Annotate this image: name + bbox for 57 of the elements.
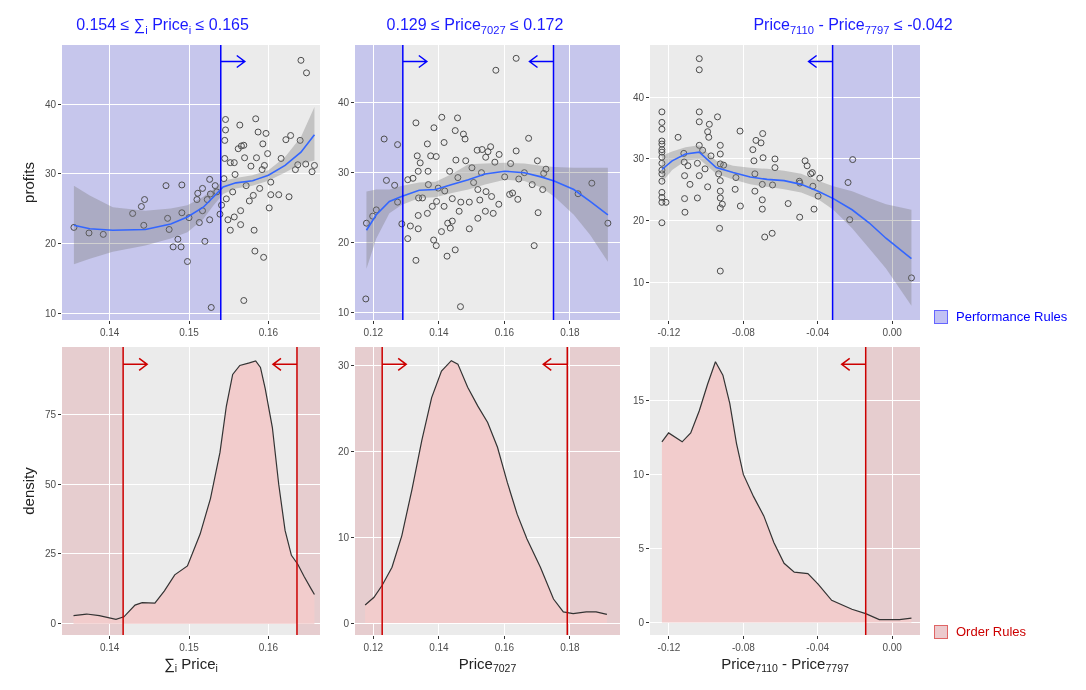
x-axis-title: Price$_{7027}$ bbox=[458, 655, 517, 675]
x-tick-label: -0.04 bbox=[806, 327, 830, 338]
y-tick-label: 20 bbox=[632, 215, 645, 227]
x-tick-label: 0.14 bbox=[429, 327, 450, 338]
y-tick-label: 20 bbox=[44, 237, 57, 249]
x-tick-label: -0.12 bbox=[657, 642, 681, 653]
x-tick-label: 0.15 bbox=[179, 327, 200, 338]
y-tick-label: 20 bbox=[337, 446, 350, 458]
x-tick-label: 0.12 bbox=[363, 642, 384, 653]
y-tick-label: 0 bbox=[638, 617, 645, 629]
y-tick-label: 40 bbox=[337, 97, 350, 109]
x-tick-label: 0.16 bbox=[494, 327, 515, 338]
x-tick-label: 0.16 bbox=[494, 642, 515, 653]
x-tick-label: 0.14 bbox=[99, 642, 120, 653]
x-tick-label: -0.08 bbox=[731, 642, 756, 653]
x-tick-label: -0.08 bbox=[731, 327, 756, 338]
y-tick-label: 40 bbox=[44, 98, 57, 110]
x-tick-label: 0.18 bbox=[560, 642, 581, 653]
y-tick-label: 5 bbox=[638, 542, 645, 554]
x-tick-label: 0.12 bbox=[363, 327, 384, 338]
x-tick-label: -0.04 bbox=[806, 642, 830, 653]
x-tick-label: 0.18 bbox=[560, 327, 581, 338]
chart-title: 0.129 ≤ Price$_{7027}$ ≤ 0.172 bbox=[386, 16, 564, 36]
y-tick-label: 30 bbox=[632, 153, 645, 165]
x-tick-label: 0.00 bbox=[882, 327, 903, 338]
y-tick-label: 20 bbox=[337, 237, 350, 249]
x-tick-label: 0.15 bbox=[179, 642, 200, 653]
line-series bbox=[365, 170, 609, 231]
y-tick-label: 30 bbox=[337, 360, 350, 372]
x-tick-label: 0.16 bbox=[258, 327, 279, 338]
band-label: Order Rules bbox=[956, 624, 1027, 639]
y-axis-title: profits bbox=[20, 162, 38, 203]
y-tick-label: 75 bbox=[44, 408, 57, 420]
y-tick-label: 10 bbox=[632, 468, 645, 480]
x-tick-label: 0.14 bbox=[429, 642, 450, 653]
x-tick-label: 0.16 bbox=[258, 642, 279, 653]
y-tick-label: 10 bbox=[632, 277, 645, 289]
x-axis-title: Price$_{7110}$ - Price$_{7797}$ bbox=[721, 655, 849, 675]
y-tick-label: 30 bbox=[44, 168, 57, 180]
y-tick-label: 30 bbox=[337, 167, 350, 179]
x-tick-label: 0.14 bbox=[99, 327, 120, 338]
y-tick-label: 40 bbox=[632, 91, 645, 103]
x-tick-label: 0.00 bbox=[882, 642, 903, 653]
y-tick-label: 25 bbox=[44, 548, 57, 560]
x-axis-title: ∑$_{i}$ Price$_{i}$ bbox=[164, 655, 218, 675]
y-tick-label: 0 bbox=[343, 617, 350, 629]
band-label: Performance Rules bbox=[956, 309, 1068, 324]
chart-title: Price$_{7110}$ - Price$_{7797}$ ≤ -0.042 bbox=[753, 16, 953, 36]
y-axis-title: density bbox=[20, 466, 38, 515]
y-tick-label: 10 bbox=[337, 307, 350, 319]
y-tick-label: 15 bbox=[632, 394, 645, 406]
y-tick-label: 10 bbox=[44, 307, 57, 319]
y-tick-label: 50 bbox=[44, 478, 57, 490]
y-tick-label: 10 bbox=[337, 531, 350, 543]
chart-title: 0.154 ≤ ∑$_{i}$ Price$_{i}$ ≤ 0.165 bbox=[76, 16, 249, 36]
x-tick-label: -0.12 bbox=[657, 327, 681, 338]
y-tick-label: 0 bbox=[50, 618, 57, 630]
